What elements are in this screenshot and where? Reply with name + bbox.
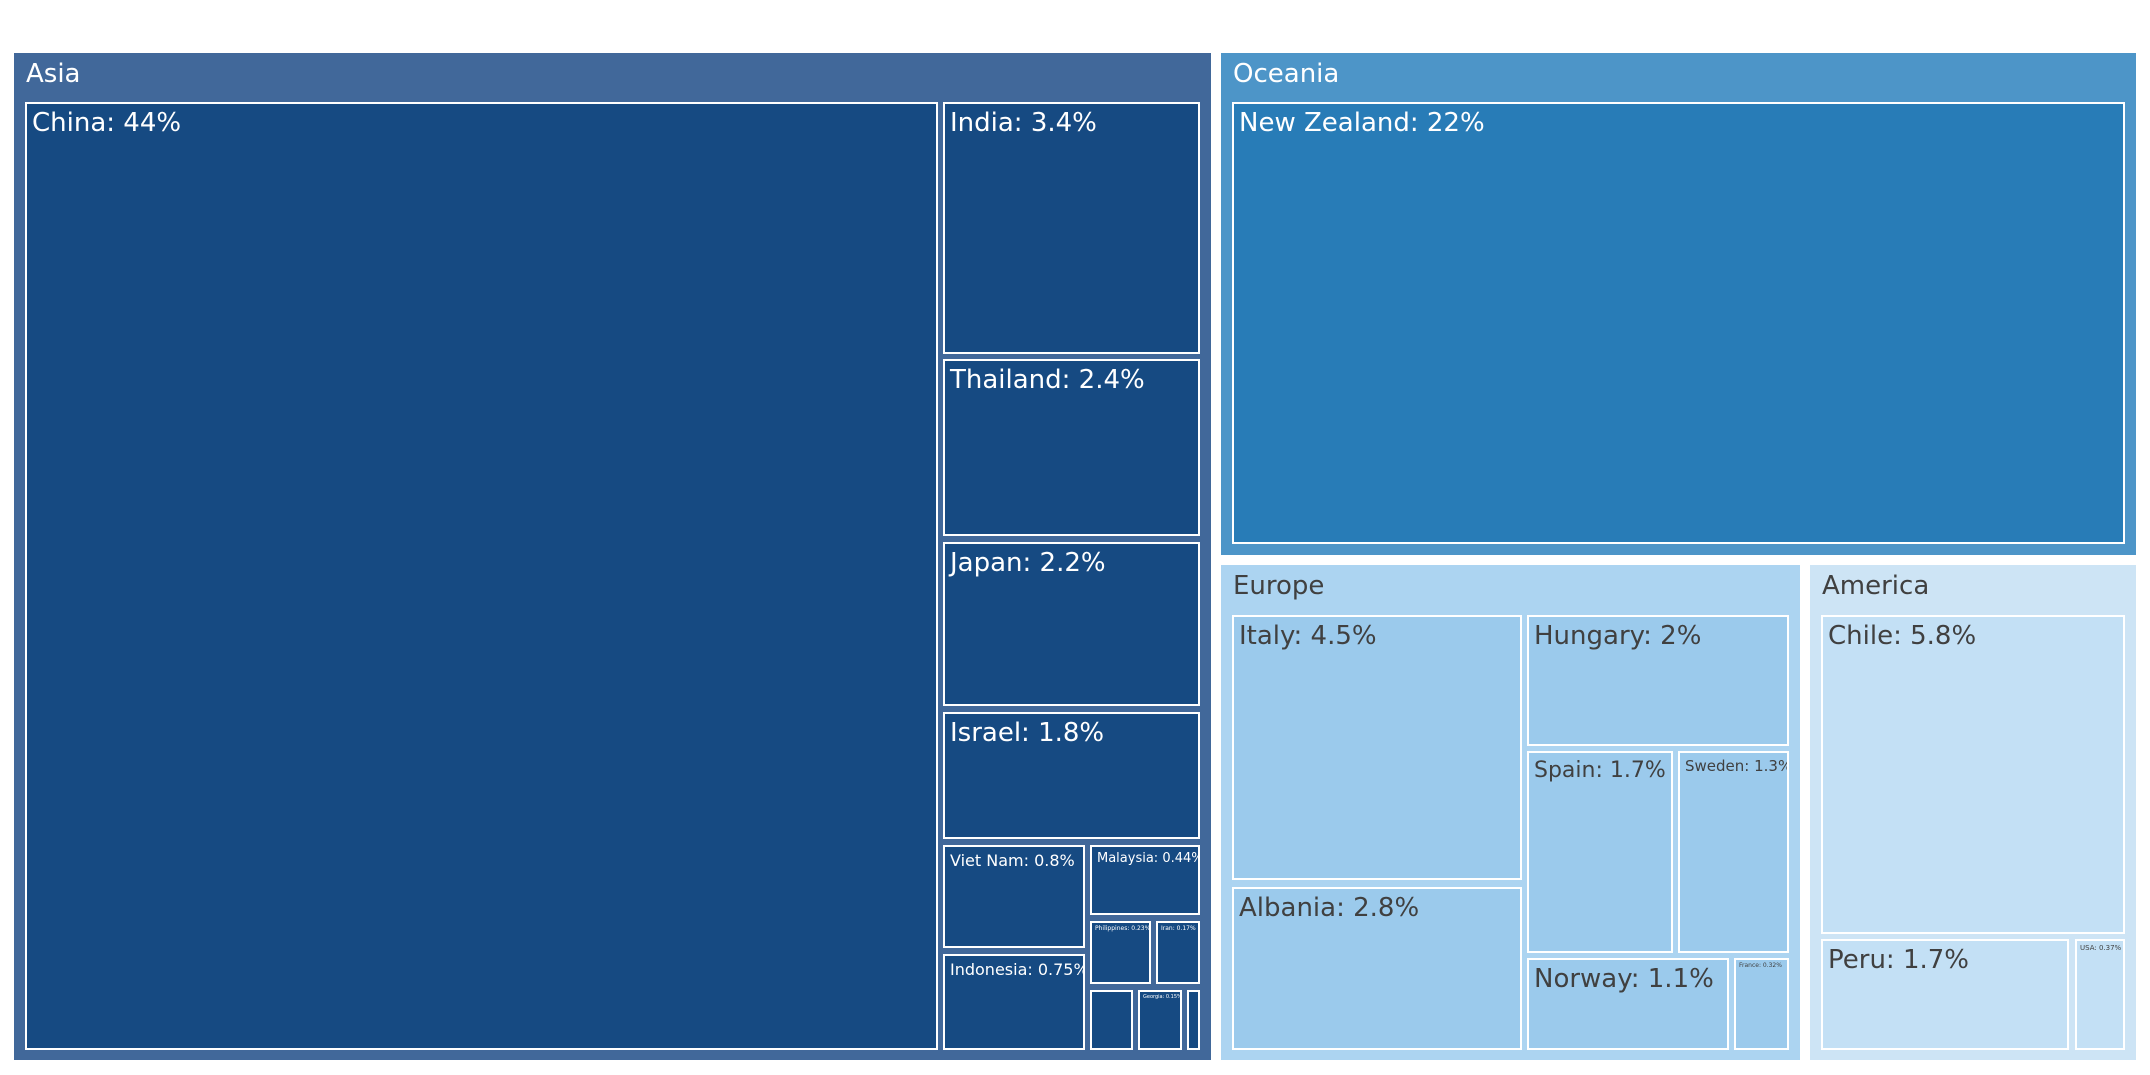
tile-label-china: China: 44% xyxy=(32,108,182,138)
treemap-tile-hungary: Hungary: 2% xyxy=(1527,615,1789,746)
tile-label-sweden: Sweden: 1.3% xyxy=(1685,757,1789,775)
treemap-tile-new-zealand: New Zealand: 22% xyxy=(1232,102,2125,544)
treemap-tile-japan: Japan: 2.2% xyxy=(943,542,1200,706)
tile-label-chile: Chile: 5.8% xyxy=(1828,621,1977,651)
region-label-america: America xyxy=(1822,571,1930,601)
tile-label-new-zealand: New Zealand: 22% xyxy=(1239,108,1485,138)
tile-label-norway: Norway: 1.1% xyxy=(1534,964,1714,994)
treemap-tile-iran: Iran: 0.17% xyxy=(1156,921,1200,984)
treemap-tile-philippines: Philippines: 0.23% xyxy=(1090,921,1151,984)
treemap-tile-china: China: 44% xyxy=(25,102,938,1050)
tile-label-albania: Albania: 2.8% xyxy=(1239,893,1420,923)
treemap-tile-usa: USA: 0.37% xyxy=(2075,939,2125,1050)
treemap-tile-peru: Peru: 1.7% xyxy=(1821,939,2069,1050)
tile-label-france: France: 0.32% xyxy=(1739,962,1782,969)
tile-label-philippines: Philippines: 0.23% xyxy=(1095,925,1151,932)
tile-label-malaysia: Malaysia: 0.44% xyxy=(1097,851,1200,866)
tile-label-peru: Peru: 1.7% xyxy=(1828,945,1969,975)
treemap-tile-asia-small-1 xyxy=(1090,990,1133,1050)
treemap-tile-asia-small-2 xyxy=(1187,990,1200,1050)
treemap-tile-india: India: 3.4% xyxy=(943,102,1200,354)
tile-label-usa: USA: 0.37% xyxy=(2080,944,2122,952)
tile-label-thailand: Thailand: 2.4% xyxy=(950,365,1145,395)
tile-label-japan: Japan: 2.2% xyxy=(950,548,1106,578)
tile-label-italy: Italy: 4.5% xyxy=(1239,621,1377,651)
region-label-asia: Asia xyxy=(26,59,81,89)
tile-label-viet-nam: Viet Nam: 0.8% xyxy=(950,851,1075,870)
region-label-oceania: Oceania xyxy=(1233,59,1340,89)
treemap-tile-spain: Spain: 1.7% xyxy=(1527,751,1673,953)
tile-label-iran: Iran: 0.17% xyxy=(1161,925,1196,932)
treemap-tile-georgia: Georgia: 0.15% xyxy=(1138,990,1182,1050)
tile-label-spain: Spain: 1.7% xyxy=(1534,758,1666,783)
treemap-tile-italy: Italy: 4.5% xyxy=(1232,615,1522,880)
tile-label-hungary: Hungary: 2% xyxy=(1534,621,1702,651)
region-europe: Europe Italy: 4.5% Albania: 2.8% Hungary: … xyxy=(1221,565,1800,1060)
tile-label-india: India: 3.4% xyxy=(950,108,1097,138)
treemap-tile-chile: Chile: 5.8% xyxy=(1821,615,2125,934)
tile-label-israel: Israel: 1.8% xyxy=(950,718,1105,748)
treemap-tile-israel: Israel: 1.8% xyxy=(943,712,1200,839)
region-oceania: Oceania New Zealand: 22% xyxy=(1221,53,2136,555)
region-america: America Chile: 5.8% Peru: 1.7% USA: 0.37% xyxy=(1810,565,2136,1060)
tile-label-indonesia: Indonesia: 0.75% xyxy=(950,960,1085,979)
treemap-tile-norway: Norway: 1.1% xyxy=(1527,958,1729,1050)
treemap-tile-sweden: Sweden: 1.3% xyxy=(1678,751,1789,953)
region-label-europe: Europe xyxy=(1233,571,1325,601)
treemap-tile-france: France: 0.32% xyxy=(1734,958,1789,1050)
tile-label-georgia: Georgia: 0.15% xyxy=(1143,994,1182,1000)
treemap-tile-viet-nam: Viet Nam: 0.8% xyxy=(943,845,1085,948)
treemap-tile-albania: Albania: 2.8% xyxy=(1232,887,1522,1050)
treemap-tile-malaysia: Malaysia: 0.44% xyxy=(1090,845,1200,915)
treemap-tile-indonesia: Indonesia: 0.75% xyxy=(943,954,1085,1050)
treemap-tile-thailand: Thailand: 2.4% xyxy=(943,359,1200,536)
region-asia: Asia China: 44% India: 3.4% Thailand: 2.4%… xyxy=(14,53,1211,1060)
